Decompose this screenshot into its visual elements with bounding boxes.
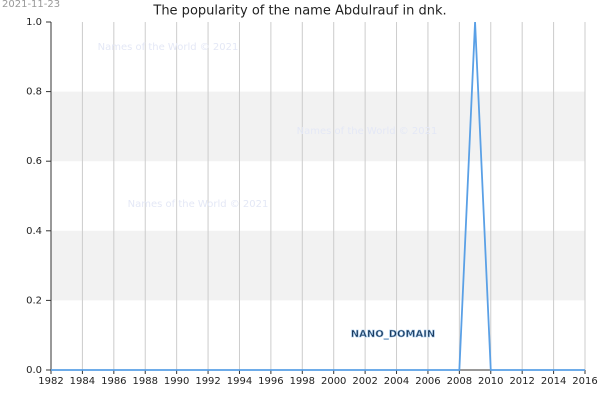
x-tick-label: 2014 — [541, 376, 566, 387]
watermark: Names of the World © 2021 — [128, 199, 269, 210]
y-tick-label: 0.2 — [26, 295, 42, 306]
y-tick-label: 1.0 — [26, 17, 42, 28]
x-tick-label: 1988 — [133, 376, 158, 387]
watermark: Names of the World © 2021 — [98, 42, 239, 53]
grid-band — [51, 230, 585, 301]
x-tick-label: 1994 — [227, 376, 252, 387]
grid-band — [51, 91, 585, 162]
date-label: 2021-11-23 — [2, 0, 60, 10]
x-tick-label: 1992 — [195, 376, 220, 387]
x-tick-label: 2010 — [478, 376, 503, 387]
x-tick-label: 2012 — [509, 376, 534, 387]
x-tick-label: 1998 — [290, 376, 315, 387]
domain-label: NANO_DOMAIN — [351, 329, 436, 340]
x-tick-label: 2016 — [572, 376, 597, 387]
y-tick-label: 0.4 — [26, 226, 42, 237]
x-tick-label: 2002 — [352, 376, 377, 387]
x-tick-label: 1982 — [38, 376, 63, 387]
x-tick-label: 2000 — [321, 376, 346, 387]
chart-title: The popularity of the name Abdulrauf in … — [152, 4, 446, 19]
x-tick-label: 2006 — [415, 376, 440, 387]
y-tick-label: 0.8 — [26, 87, 42, 98]
x-tick-label: 2008 — [447, 376, 472, 387]
y-tick-label: 0.0 — [26, 365, 42, 376]
x-tick-label: 2004 — [384, 376, 409, 387]
x-tick-label: 1996 — [258, 376, 283, 387]
y-tick-label: 0.6 — [26, 156, 42, 167]
line — [51, 21, 585, 371]
x-tick-label: 1984 — [70, 376, 95, 387]
watermark: Names of the World © 2021 — [297, 126, 438, 137]
x-tick-label: 1990 — [164, 376, 189, 387]
x-tick-label: 1986 — [101, 376, 126, 387]
